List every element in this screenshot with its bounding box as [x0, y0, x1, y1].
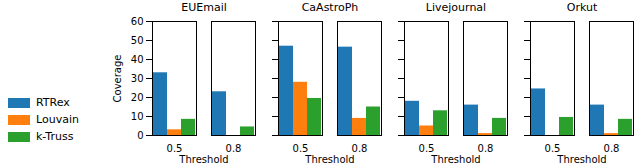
svg-text:50: 50	[131, 35, 144, 46]
svg-text:0.8: 0.8	[352, 143, 368, 154]
html-text:Louvain: Louvain	[36, 113, 79, 126]
svg-text:0.5: 0.5	[545, 143, 561, 154]
svg-text:0: 0	[137, 130, 143, 141]
svg-text:Threshold: Threshold	[304, 154, 354, 165]
svg-text:0.5: 0.5	[167, 143, 183, 154]
html-text:RTRex: RTRex	[36, 96, 70, 109]
html-text:Livejournal: Livejournal	[425, 1, 487, 14]
svg-text:30: 30	[131, 73, 144, 84]
svg-text:Coverage: Coverage	[112, 55, 123, 103]
svg-text:10: 10	[131, 111, 144, 122]
html-text:CaAstroPh: CaAstroPh	[301, 1, 359, 14]
svg-text:Threshold: Threshold	[178, 154, 228, 165]
svg-text:0.5: 0.5	[293, 143, 309, 154]
svg-text:0.8: 0.8	[478, 143, 494, 154]
svg-text:0.8: 0.8	[604, 143, 620, 154]
html-text:k-Truss: k-Truss	[36, 130, 74, 143]
html-text:Orkut: Orkut	[566, 1, 598, 14]
svg-text:0.5: 0.5	[419, 143, 435, 154]
svg-text:Threshold: Threshold	[430, 154, 480, 165]
svg-text:40: 40	[131, 54, 144, 65]
svg-text:0.8: 0.8	[226, 143, 242, 154]
svg-text:Threshold: Threshold	[556, 154, 606, 165]
html-text:EUEmail: EUEmail	[181, 1, 227, 14]
svg-text:20: 20	[131, 92, 144, 103]
svg-text:60: 60	[131, 16, 144, 27]
